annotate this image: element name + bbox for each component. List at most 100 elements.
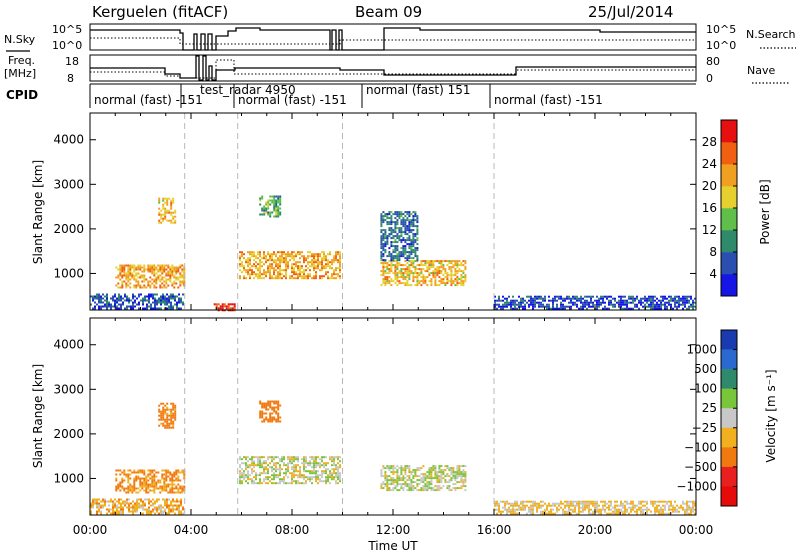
power-echo-cell	[277, 215, 280, 218]
velocity-echo-cell	[303, 456, 305, 459]
power-echo-cell	[414, 211, 417, 214]
velocity-echo-cell	[166, 504, 168, 507]
velocity-echo-cell	[247, 482, 249, 485]
power-echo-cell	[263, 213, 266, 216]
velocity-echo-cell	[384, 485, 387, 488]
power-echo-cell	[380, 217, 383, 220]
power-echo-cell	[412, 239, 415, 242]
velocity-echo-cell	[175, 473, 178, 476]
velocity-echo-cell	[265, 416, 268, 419]
velocity-echo-cell	[646, 500, 648, 503]
power-echo-cell	[382, 282, 385, 285]
velocity-echo-cell	[132, 504, 134, 507]
power-echo-cell	[142, 301, 144, 304]
power-echo-cell	[153, 268, 156, 271]
power-echo-cell	[319, 277, 321, 280]
velocity-echo-cell	[153, 481, 156, 484]
velocity-echo-cell	[514, 510, 516, 513]
power-echo-cell	[596, 303, 598, 306]
velocity-echo-cell	[652, 500, 654, 503]
velocity-echo-cell	[560, 500, 562, 503]
power-echo-cell	[154, 293, 156, 296]
velocity-echo-cell	[574, 510, 576, 513]
velocity-echo-cell	[642, 508, 644, 511]
velocity-echo-cell	[133, 489, 136, 492]
power-echo-cell	[396, 227, 399, 230]
velocity-echo-cell	[118, 506, 120, 509]
velocity-echo-cell	[644, 508, 646, 511]
velocity-echo-cell	[163, 477, 166, 480]
velocity-echo-cell	[167, 475, 170, 478]
velocity-echo-cell	[640, 502, 642, 505]
velocity-echo-cell	[438, 465, 441, 468]
power-echo-cell	[259, 253, 261, 256]
velocity-echo-cell	[273, 456, 275, 459]
velocity-echo-cell	[166, 418, 169, 421]
velocity-echo-cell	[588, 504, 590, 507]
power-echo-cell	[412, 266, 415, 269]
power-echo-cell	[311, 255, 313, 258]
power-echo-cell	[634, 305, 636, 308]
velocity-echo-cell	[162, 418, 165, 421]
velocity-echo-cell	[315, 478, 317, 481]
power-echo-cell	[402, 276, 405, 279]
velocity-echo-cell	[174, 508, 176, 511]
velocity-echo-cell	[333, 476, 335, 479]
power-echo-cell	[440, 278, 443, 281]
power-echo-cell	[432, 264, 435, 267]
power-echo-cell	[100, 307, 102, 310]
power-echo-cell	[432, 274, 435, 277]
power-echo-cell	[494, 305, 496, 308]
power-echo-cell	[159, 286, 162, 289]
power-echo-cell	[123, 270, 126, 273]
velocity-echo-cell	[279, 466, 281, 469]
velocity-echo-cell	[311, 482, 313, 485]
power-echo-cell	[255, 273, 257, 276]
velocity-echo-cell	[315, 480, 317, 483]
power-echo-cell	[464, 276, 467, 279]
power-echo-cell	[502, 295, 504, 298]
power-echo-cell	[321, 261, 323, 264]
velocity-echo-cell	[138, 498, 140, 501]
velocity-echo-cell	[434, 465, 437, 468]
power-echo-cell	[456, 266, 459, 269]
velocity-echo-cell	[127, 479, 130, 482]
velocity-echo-cell	[646, 510, 648, 513]
power-echo-cell	[640, 301, 642, 304]
power-echo-cell	[124, 307, 126, 310]
power-echo-cell	[396, 276, 399, 279]
power-echo-cell	[494, 299, 496, 302]
velocity-echo-cell	[263, 470, 265, 473]
velocity-echo-cell	[317, 478, 319, 481]
power-echo-cell	[444, 260, 447, 263]
velocity-echo-cell	[438, 471, 441, 474]
velocity-echo-cell	[568, 508, 570, 511]
velocity-echo-cell	[554, 502, 556, 505]
power-echo-cell	[388, 247, 391, 250]
power-echo-cell	[147, 282, 150, 285]
power-echo-cell	[682, 295, 684, 298]
power-echo-cell	[440, 282, 443, 285]
power-echo-cell	[263, 263, 265, 266]
velocity-echo-cell	[291, 474, 293, 477]
velocity-echo-region-1	[158, 402, 177, 429]
velocity-echo-cell	[275, 420, 278, 423]
power-echo-cell	[500, 299, 502, 302]
power-echo-cell	[141, 280, 144, 283]
power-echo-cell	[434, 284, 437, 287]
power-echo-cell	[430, 264, 433, 267]
power-echo-cell	[253, 265, 255, 268]
velocity-echo-cell	[125, 475, 128, 478]
power-echo-cell	[269, 267, 271, 270]
velocity-echo-cell	[464, 481, 467, 484]
velocity-echo-cell	[422, 475, 425, 478]
velocity-echo-cell	[166, 512, 168, 515]
velocity-echo-cell	[428, 487, 431, 490]
power-colorbar-swatch-4	[721, 186, 737, 209]
power-echo-cell	[440, 270, 443, 273]
velocity-echo-cell	[542, 500, 544, 503]
power-echo-cell	[163, 280, 166, 283]
power-echo-cell	[548, 299, 550, 302]
power-echo-cell	[654, 307, 656, 310]
power-echo-cell	[279, 277, 281, 280]
